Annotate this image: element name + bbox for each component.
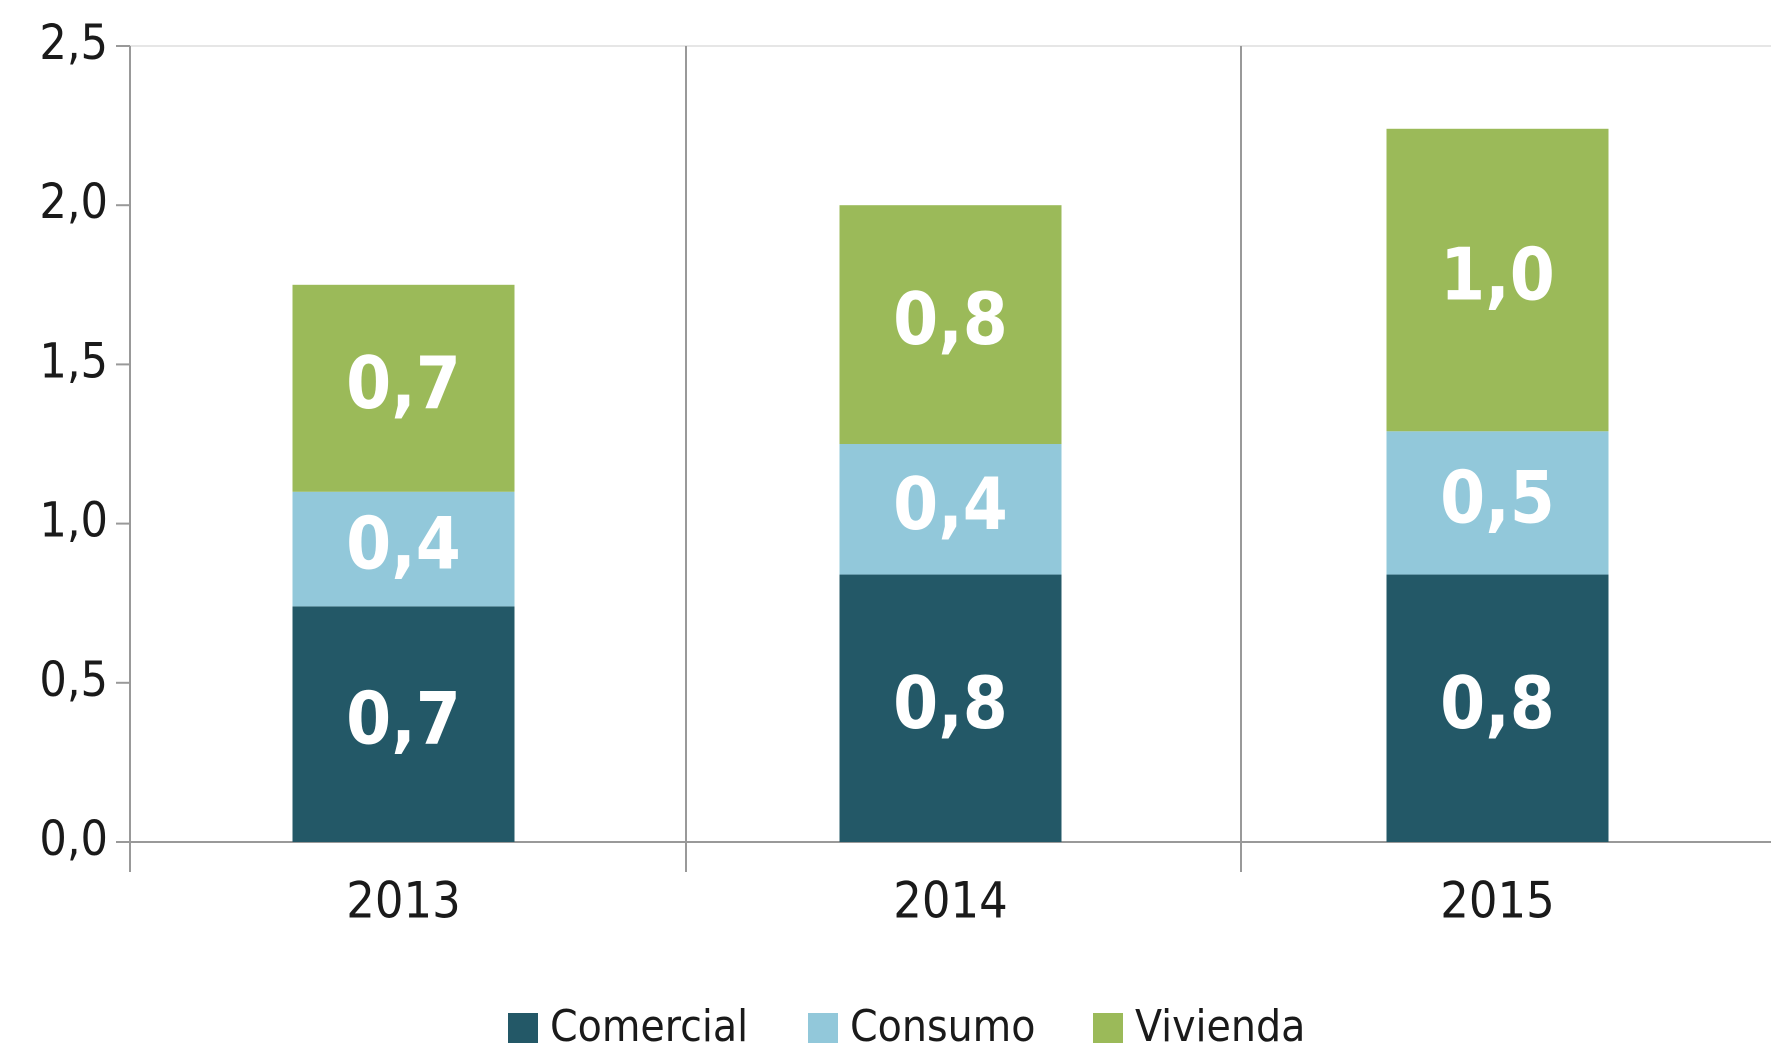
x-tick-label: 2014 <box>893 872 1007 930</box>
legend-swatch <box>1093 1013 1123 1043</box>
legend-swatch <box>808 1013 838 1043</box>
data-label: 0,8 <box>893 277 1008 361</box>
bar-segment <box>1386 431 1609 575</box>
legend-swatch <box>508 1013 538 1043</box>
y-tick-label: 2,0 <box>39 174 108 230</box>
bar-segment <box>839 574 1062 842</box>
y-tick-label: 0,5 <box>39 652 108 708</box>
x-tick-label: 2013 <box>346 872 460 930</box>
bar-segment <box>1386 128 1609 432</box>
data-label: 0,8 <box>893 661 1008 745</box>
y-tick-label: 2,5 <box>39 15 108 71</box>
legend-label: Consumo <box>850 1001 1035 1052</box>
legend-label: Vivienda <box>1135 1001 1305 1052</box>
bar-segment <box>839 205 1062 444</box>
y-tick-label: 1,0 <box>39 493 108 549</box>
bar-segment <box>292 284 515 492</box>
bar-segment <box>292 491 515 607</box>
legend-label: Comercial <box>550 1001 748 1052</box>
bar-segment <box>839 444 1062 575</box>
data-label: 0,8 <box>1440 661 1555 745</box>
bar-segment <box>1386 574 1609 842</box>
bar-segment <box>292 606 515 842</box>
data-label: 1,0 <box>1440 233 1555 317</box>
y-tick-label: 1,5 <box>39 333 108 389</box>
data-label: 0,4 <box>893 462 1008 546</box>
data-label: 0,5 <box>1440 455 1555 539</box>
data-label: 0,7 <box>346 677 461 761</box>
data-label: 0,4 <box>346 502 461 586</box>
x-tick-label: 2015 <box>1440 872 1554 930</box>
data-label: 0,7 <box>346 341 461 425</box>
y-tick-label: 0,0 <box>39 811 108 867</box>
